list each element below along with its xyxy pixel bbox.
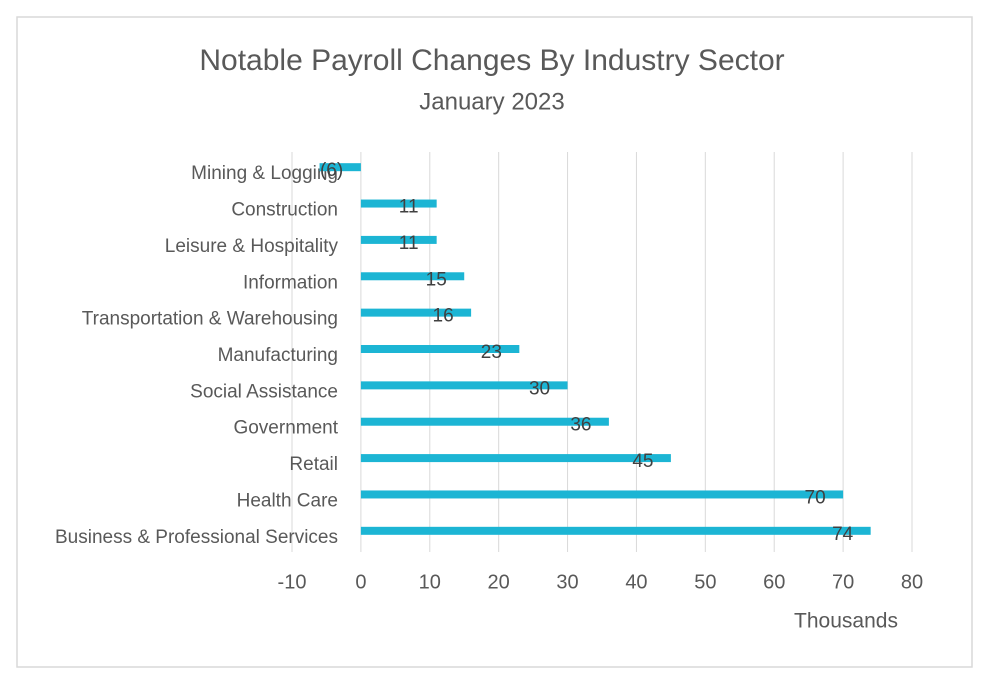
bar — [360, 308, 472, 317]
data-label: 30 — [529, 378, 550, 399]
x-tick-label: 50 — [694, 571, 716, 593]
y-tick-label: Manufacturing — [218, 345, 338, 366]
y-tick-label: Business & Professional Services — [55, 527, 338, 548]
data-label: 11 — [399, 197, 419, 218]
x-tick-label: 20 — [488, 571, 510, 593]
data-label: 11 — [399, 233, 419, 254]
y-tick-label: Retail — [289, 454, 338, 475]
bar — [319, 163, 361, 172]
chart-title: Notable Payroll Changes By Industry Sect… — [199, 44, 784, 77]
bar — [360, 199, 437, 208]
x-tick-label: 10 — [419, 571, 441, 593]
x-tick-label: 70 — [832, 571, 854, 593]
data-label: 23 — [481, 342, 502, 363]
x-tick-label: 30 — [556, 571, 578, 593]
data-label: 15 — [426, 269, 447, 290]
bar — [360, 235, 437, 244]
x-tick-label: 60 — [763, 571, 785, 593]
bar — [360, 381, 568, 390]
bar — [360, 526, 871, 535]
y-tick-label: Health Care — [237, 490, 338, 511]
bar — [360, 490, 844, 499]
x-tick-label: 80 — [901, 571, 923, 593]
bar — [360, 417, 609, 426]
y-tick-label: Transportation & Warehousing — [82, 309, 338, 330]
y-tick-label: Construction — [231, 200, 338, 221]
bar — [360, 345, 520, 353]
data-label: 36 — [570, 415, 591, 436]
y-tick-label: Information — [243, 272, 338, 293]
x-tick-label: 0 — [355, 571, 366, 593]
data-label: 74 — [832, 524, 854, 545]
x-tick-label: -10 — [278, 571, 307, 593]
data-label: 16 — [433, 306, 454, 327]
x-tick-label: 40 — [625, 571, 647, 593]
y-tick-label: Social Assistance — [190, 381, 338, 402]
bar — [360, 454, 671, 463]
x-axis-title: Thousands — [794, 610, 898, 633]
y-tick-label: Government — [233, 418, 338, 439]
chart-subtitle: January 2023 — [419, 88, 564, 115]
chart-border — [16, 16, 973, 668]
data-label: 45 — [632, 451, 653, 472]
bar — [360, 272, 465, 281]
y-tick-label: Leisure & Hospitality — [165, 236, 339, 257]
y-tick-label: Mining & Logging — [191, 163, 338, 184]
data-label: (6) — [320, 160, 343, 181]
data-label: 70 — [805, 487, 826, 508]
